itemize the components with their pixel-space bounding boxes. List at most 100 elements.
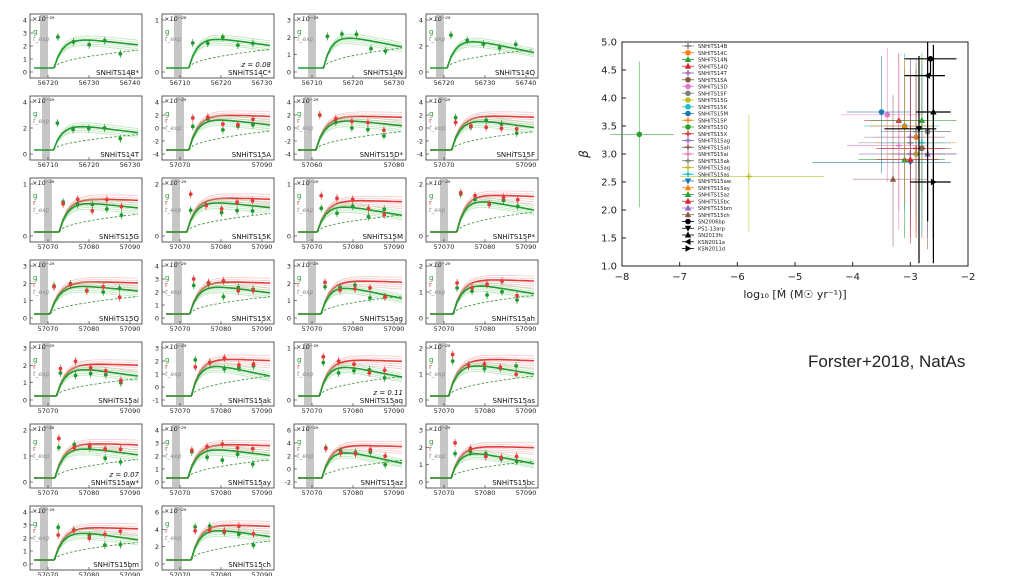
r-band-point [473, 193, 477, 198]
r-band-point [118, 529, 123, 534]
x-tick-label: 57090 [252, 243, 273, 251]
x-tick-label: 57080 [79, 489, 100, 497]
legend-label: SNHiTS15ak [698, 159, 730, 165]
bolometric-dashed [190, 375, 271, 397]
model-g-sample [166, 369, 271, 397]
legend-label: SNHiTS15Q [698, 125, 728, 131]
legend-r: r [165, 199, 168, 207]
r-band-point [220, 442, 225, 447]
flux-exponent: ×10⁻²⁹ [32, 507, 55, 515]
legend-label: KSN2011a [698, 240, 725, 246]
r-band-point [250, 446, 255, 451]
r-band-point [221, 278, 226, 283]
g-band-point [485, 293, 489, 297]
y-tick-label: 3.5 [601, 122, 617, 133]
bolometric-dashed [54, 458, 139, 479]
bolometric-dashed [316, 214, 403, 233]
y-tick-label: 1 [23, 548, 27, 556]
x-tick-label: 57080 [343, 325, 364, 333]
legend-label: SNHiTS15bc [698, 199, 730, 205]
model-g-best [34, 532, 139, 561]
light-curve-panel: 3 2 1 0 57070 57080 57090 ×10⁻²⁹ grt_exp SNHiTS15… [23, 259, 143, 333]
x-tick-label: 57090 [384, 243, 405, 251]
flux-exponent: ×10⁻²⁹ [32, 261, 55, 269]
g-band-point [205, 455, 209, 460]
y-tick-label: -4 [285, 151, 291, 159]
model-g-sample [430, 449, 535, 479]
r-band-point [514, 454, 519, 459]
g-band-point [102, 38, 107, 43]
panel-title: SNHiTS15D* [360, 151, 404, 159]
legend-r: r [297, 445, 300, 453]
x-tick-label: 57090 [516, 407, 537, 415]
g-band-point [220, 127, 225, 132]
r-band-point [103, 369, 108, 373]
r-band-point [118, 447, 123, 452]
y-tick-label: 0 [23, 151, 27, 159]
r-band-point [250, 198, 255, 203]
y-tick-label: 1 [23, 181, 27, 189]
y-tick-label: 0 [287, 69, 291, 77]
y-tick-label: 2 [419, 43, 423, 51]
y-tick-label: 2 [287, 280, 291, 288]
r-band-point [455, 281, 459, 285]
x-tick-label: 57070 [434, 325, 455, 333]
x-tick-label: 57090 [384, 489, 405, 497]
x-tick-label: 57070 [170, 489, 191, 497]
legend-r: r [429, 117, 432, 125]
x-tick-label: 57070 [302, 407, 323, 415]
r-band-point [205, 444, 209, 449]
x-tick-label: 56720 [211, 79, 232, 87]
y-tick-label: 0 [23, 397, 27, 405]
g-band-point [118, 460, 123, 464]
model-g-sample [298, 124, 403, 151]
y-tick-label: 1.0 [601, 262, 617, 273]
model-g-best [430, 40, 535, 69]
flux-exponent: ×10⁻²⁹ [428, 15, 451, 23]
x-tick-label: 57070 [302, 489, 323, 497]
x-tick-label: −8 [615, 272, 630, 283]
texp-band [436, 15, 444, 77]
y-tick-label: 3 [287, 17, 291, 25]
data-series [869, 53, 957, 194]
data-point [907, 156, 914, 163]
r-band-point [485, 282, 489, 287]
g-band-point [119, 213, 124, 218]
legend-r: r [297, 199, 300, 207]
bolometric-dashed [315, 131, 403, 151]
texp-band [440, 425, 448, 487]
x-tick-label: 57070 [170, 571, 191, 576]
texp-band [40, 15, 48, 77]
light-curve-panel: 4 2 0 56720 56730 56740 ×10⁻²⁹ gt_exp SNHiTS14Q [419, 13, 539, 87]
light-curve-panel: 4 2 0 56710 56720 56730 ×10⁻²⁹ gt_exp SNHiTS14T [23, 95, 143, 169]
light-curve-panel: 4 3 2 1 0 57070 57080 57090 ×10⁻²⁹ grt_exp SNHiTS1… [155, 423, 275, 497]
y-tick-label: 4 [155, 99, 159, 107]
legend-r: r [165, 281, 168, 289]
x-tick-label: −6 [730, 272, 745, 283]
legend-texp: t_exp [33, 207, 50, 214]
model-g-sample [34, 444, 139, 479]
model-g-sample [34, 209, 139, 233]
panel-title: SNHiTS15bc [492, 479, 535, 487]
g-band-point [87, 42, 92, 47]
r-band-point [368, 285, 372, 290]
g-band-point [497, 45, 502, 50]
g-band-point [56, 35, 60, 39]
x-tick-label: 57070 [38, 571, 59, 576]
g-band-point [90, 202, 95, 207]
model-g-sample [298, 291, 403, 315]
x-tick-label: 57090 [516, 325, 537, 333]
model-g-sample [166, 35, 271, 69]
y-tick-label: 3 [23, 263, 27, 271]
legend-swatch-marker [685, 83, 691, 90]
legend-g: g [33, 356, 37, 364]
r-band-point [319, 193, 324, 198]
r-band-point [333, 116, 338, 121]
bolometric-dashed [323, 47, 403, 69]
legend-r: r [429, 445, 432, 453]
r-band-point [382, 128, 386, 133]
model-g-sample [34, 199, 139, 233]
light-curve-panel: 2 1 0 57070 57080 57090 ×10⁻²⁹ grt_exp SNHiTS15a… [419, 341, 539, 415]
bolometric-dashed [56, 378, 139, 397]
x-tick-label: 57080 [475, 243, 496, 251]
